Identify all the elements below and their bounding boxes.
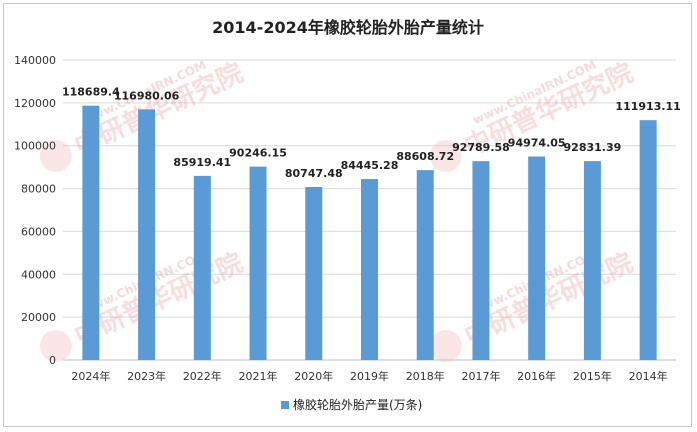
watermark-logo [429, 329, 462, 362]
x-axis-ticks: 2024年 2023年 2022年 2021年 2020年 2019年 2018年 2017年… [71, 369, 667, 383]
x-tick-label: 2022年 [183, 369, 222, 383]
y-tick-label: 140000 [14, 54, 56, 67]
bar [305, 186, 323, 360]
data-label: 88608.72 [396, 150, 454, 163]
y-tick-label: 0 [49, 354, 56, 367]
y-tick-label: 80000 [21, 183, 56, 196]
x-tick-label: 2024年 [71, 369, 110, 383]
bar [416, 170, 434, 360]
data-label: 92789.58 [452, 141, 510, 154]
y-axis-ticks: 0 20000 40000 60000 80000 100000 120000 140000 [14, 54, 56, 367]
bar [583, 161, 601, 360]
x-tick-label: 2016年 [517, 369, 556, 383]
y-tick-label: 40000 [21, 268, 56, 281]
x-tick-label: 2018年 [406, 369, 445, 383]
y-tick-label: 60000 [21, 225, 56, 238]
y-tick-label: 20000 [21, 311, 56, 324]
legend: 橡胶轮胎外胎产量(万条) [281, 397, 422, 412]
y-tick-label: 120000 [14, 97, 56, 110]
bar [193, 175, 211, 360]
x-tick-label: 2020年 [294, 369, 333, 383]
legend-label: 橡胶轮胎外胎产量(万条) [293, 397, 422, 412]
data-label: 111913.11 [615, 100, 680, 113]
x-tick-label: 2021年 [239, 369, 278, 383]
data-label: 118689.4 [62, 86, 120, 99]
x-tick-label: 2017年 [461, 369, 500, 383]
watermark-logo [39, 329, 72, 362]
data-label: 116980.06 [114, 89, 180, 102]
watermark-logo [39, 139, 72, 172]
x-tick-label: 2019年 [350, 369, 389, 383]
watermark-logo [429, 139, 462, 172]
x-tick-label: 2014年 [629, 369, 668, 383]
data-label: 92831.39 [564, 141, 622, 154]
bar [528, 156, 546, 360]
data-label: 84445.28 [341, 159, 399, 172]
data-label: 85919.41 [173, 156, 231, 169]
bar [639, 120, 657, 361]
bars [82, 105, 657, 361]
bar [249, 166, 267, 360]
x-tick-label: 2015年 [573, 369, 612, 383]
bar [361, 179, 378, 360]
chart-title: 2014-2024年橡胶轮胎外胎产量统计 [212, 18, 484, 37]
bar [472, 161, 490, 360]
y-tick-label: 100000 [14, 140, 56, 153]
chart-frame [3, 3, 692, 427]
legend-swatch [281, 401, 289, 409]
bar [82, 105, 100, 360]
bar [138, 109, 156, 360]
data-label: 80747.48 [285, 167, 343, 180]
x-tick-label: 2023年 [127, 369, 166, 383]
data-label: 94974.05 [508, 136, 566, 149]
data-label: 90246.15 [229, 147, 287, 160]
